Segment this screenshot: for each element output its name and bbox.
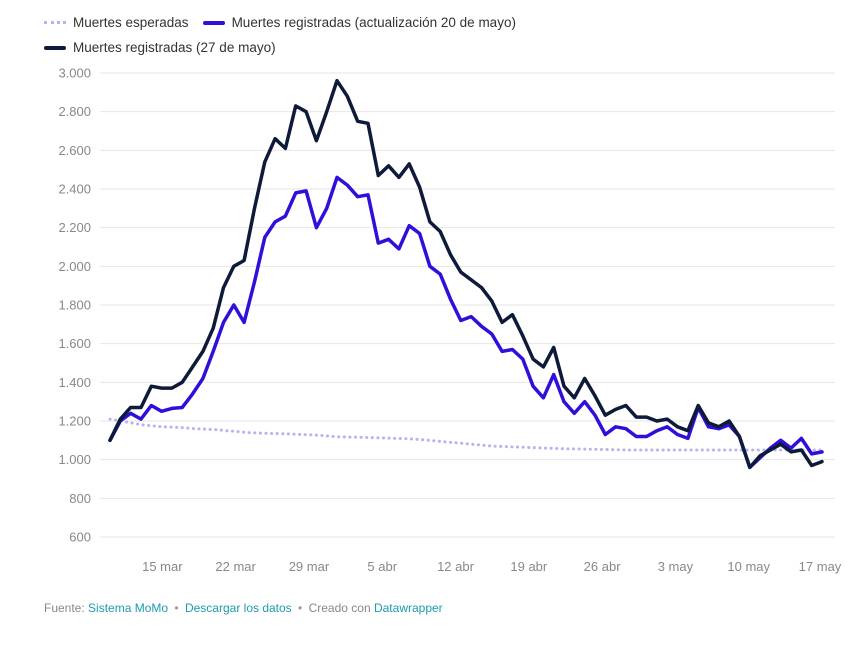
x-tick-label: 22 mar — [215, 559, 256, 574]
legend-label-expected: Muertes esperadas — [73, 15, 189, 30]
chart-footer: Fuente: Sistema MoMo • Descargar los dat… — [44, 601, 443, 615]
y-tick-label: 2.600 — [58, 143, 91, 158]
x-tick-label: 5 abr — [367, 559, 397, 574]
x-tick-label: 12 abr — [437, 559, 475, 574]
x-tick-label: 19 abr — [510, 559, 548, 574]
x-tick-label: 26 abr — [584, 559, 622, 574]
x-tick-label: 3 may — [658, 559, 694, 574]
x-tick-label: 15 mar — [142, 559, 183, 574]
y-tick-label: 1.400 — [58, 375, 91, 390]
y-tick-label: 800 — [69, 491, 91, 506]
legend-item-expected: Muertes esperadas — [44, 15, 189, 30]
line-chart: 600 800 1.000 1.200 1.400 1.600 1.800 2.000 2.20… — [58, 66, 842, 575]
x-tick-label: 17 may — [799, 559, 842, 574]
y-tick-label: 2.800 — [58, 104, 91, 119]
footer-separator: • — [298, 601, 303, 615]
y-tick-label: 1.200 — [58, 414, 91, 429]
legend-swatch-registered-may20 — [202, 20, 225, 25]
y-tick-label: 600 — [69, 530, 91, 545]
y-tick-label: 1.600 — [58, 336, 91, 351]
datawrapper-link[interactable]: Datawrapper — [373, 601, 443, 615]
footer-separator: • — [174, 601, 179, 615]
source-link[interactable]: Sistema MoMo — [88, 601, 169, 615]
y-tick-label: 2.400 — [58, 182, 91, 197]
y-tick-label: 1.800 — [58, 298, 91, 313]
legend-label-registered-may27: Muertes registradas (27 de mayo) — [73, 40, 276, 55]
y-tick-label: 3.000 — [58, 66, 91, 81]
x-tick-label: 10 may — [727, 559, 770, 574]
legend-label-registered-may20: Muertes registradas (actualización 20 de… — [231, 15, 516, 30]
chart-legend: Muertes esperadas Muertes registradas (a… — [44, 10, 844, 60]
y-tick-label: 2.200 — [58, 220, 91, 235]
y-tick-label: 1.000 — [58, 452, 91, 467]
source-prefix: Fuente: — [44, 601, 85, 615]
created-prefix: Creado con — [308, 601, 371, 615]
download-data-link[interactable]: Descargar los datos — [184, 601, 292, 615]
x-tick-label: 29 mar — [289, 559, 330, 574]
series-line-registered-may27 — [108, 78, 824, 470]
legend-swatch-registered-may27 — [44, 45, 66, 50]
series-line-expected — [108, 417, 824, 452]
legend-item-registered-may27: Muertes registradas (27 de mayo) — [44, 40, 276, 55]
y-tick-label: 2.000 — [58, 259, 91, 274]
legend-item-registered-may20: Muertes registradas (actualización 20 de… — [202, 15, 516, 30]
legend-swatch-expected — [44, 21, 66, 24]
